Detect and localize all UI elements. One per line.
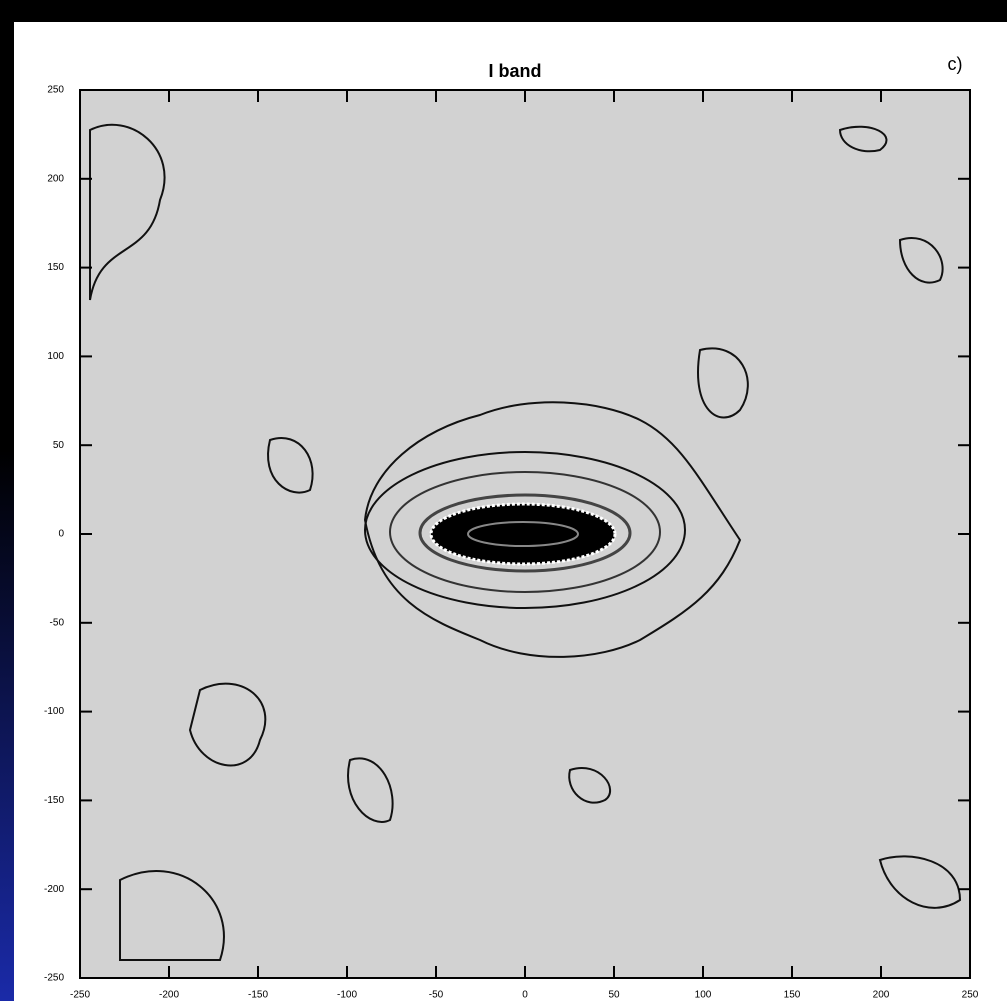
x-tick-label: -100 bbox=[337, 990, 357, 1001]
y-tick-label: -200 bbox=[44, 884, 64, 895]
y-tick-label: -150 bbox=[44, 795, 64, 806]
y-tick-label: 250 bbox=[47, 85, 64, 96]
x-tick-label: -50 bbox=[429, 990, 444, 1001]
galaxy-core bbox=[431, 504, 615, 564]
page: I band c) -250 -200 -150 -100 -50 0 50 100 150 20… bbox=[0, 0, 1007, 1001]
y-tick-label: -250 bbox=[44, 973, 64, 984]
side-strip bbox=[0, 0, 14, 1001]
y-tick-label: -50 bbox=[50, 617, 65, 628]
x-tick-label: -150 bbox=[248, 990, 268, 1001]
x-tick-label: 250 bbox=[962, 990, 979, 1001]
x-tick-label: 150 bbox=[784, 990, 801, 1001]
y-tick-label: 150 bbox=[47, 262, 64, 273]
chart: I band c) -250 -200 -150 -100 -50 0 50 100 150 20… bbox=[0, 0, 1007, 1001]
chart-title: I band bbox=[489, 61, 542, 81]
y-tick-label: 200 bbox=[47, 173, 64, 184]
x-tick-label: 200 bbox=[873, 990, 890, 1001]
x-tick-label: -200 bbox=[159, 990, 179, 1001]
x-tick-label: -250 bbox=[70, 990, 90, 1001]
x-tick-label: 0 bbox=[522, 990, 528, 1001]
x-tick-label: 50 bbox=[608, 990, 620, 1001]
y-tick-label: 100 bbox=[47, 351, 64, 362]
y-tick-label: -100 bbox=[44, 706, 64, 717]
y-tick-label: 50 bbox=[53, 440, 65, 451]
panel-label: c) bbox=[948, 54, 963, 74]
x-tick-label: 100 bbox=[695, 990, 712, 1001]
y-tick-label: 0 bbox=[58, 529, 64, 540]
